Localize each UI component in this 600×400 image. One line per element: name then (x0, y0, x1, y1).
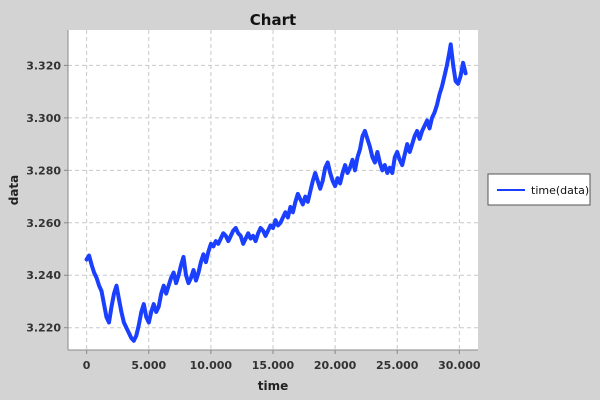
y-tick-label: 3.300 (26, 112, 61, 125)
x-tick-label: 5.000 (131, 359, 166, 372)
x-axis-ticks: 0 5.000 10.000 15.000 20.000 25.000 30.000 (83, 350, 481, 372)
plot-area (68, 30, 478, 350)
y-tick-label: 3.220 (26, 322, 61, 335)
chart-title: Chart (250, 11, 296, 29)
x-tick-label: 30.000 (438, 359, 481, 372)
y-tick-label: 3.240 (26, 269, 61, 282)
legend-series-label: time(data) (531, 184, 589, 197)
x-tick-label: 25.000 (376, 359, 419, 372)
x-tick-label: 15.000 (252, 359, 295, 372)
x-tick-label: 20.000 (314, 359, 357, 372)
y-axis-ticks: 3.220 3.240 3.260 3.280 3.300 3.320 (26, 59, 68, 335)
y-tick-label: 3.320 (26, 59, 61, 72)
legend: time(data) (487, 173, 591, 206)
series-layer (84, 42, 468, 343)
y-tick-label: 3.280 (26, 164, 61, 177)
legend-box (487, 173, 591, 206)
x-axis-title: time (258, 379, 289, 393)
y-axis-title: data (7, 175, 21, 206)
series-line (84, 42, 468, 343)
x-tick-label: 10.000 (190, 359, 233, 372)
y-tick-label: 3.260 (26, 217, 61, 230)
x-tick-label: 0 (83, 359, 91, 372)
